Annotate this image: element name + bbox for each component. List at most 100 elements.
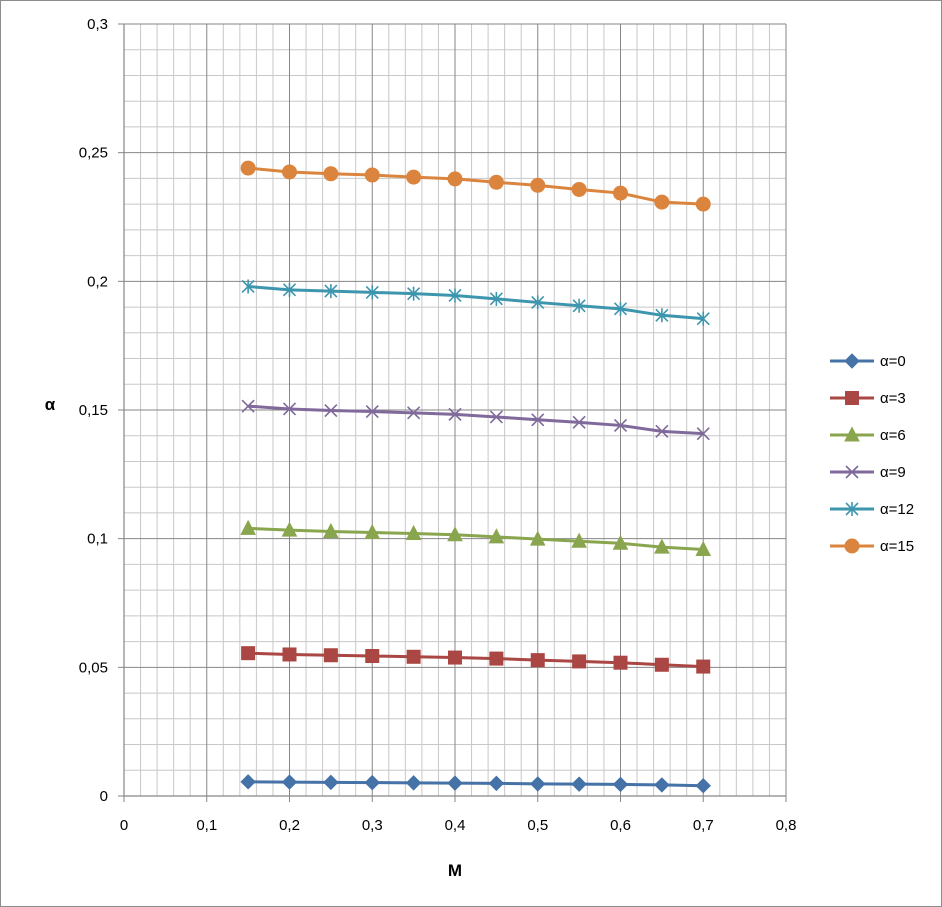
legend-marker	[845, 465, 859, 479]
data-point	[530, 776, 546, 792]
data-point	[655, 424, 669, 438]
x-tick-label: 0	[120, 817, 128, 834]
data-point	[489, 651, 504, 666]
data-point	[489, 410, 503, 424]
legend-marker	[844, 538, 860, 554]
series-line	[248, 526, 704, 551]
data-point	[695, 777, 711, 794]
data-point	[488, 174, 504, 190]
data-point	[531, 295, 545, 310]
data-point	[654, 538, 670, 554]
data-point	[240, 160, 256, 176]
legend-marker	[844, 426, 860, 442]
data-point	[530, 653, 545, 668]
data-point	[407, 286, 421, 301]
data-point	[654, 657, 669, 672]
data-point	[364, 774, 380, 791]
data-point	[405, 524, 422, 541]
legend-item-1: α=0	[830, 353, 906, 370]
x-tick-label: 0,3	[362, 817, 383, 834]
data-point	[406, 649, 421, 664]
data-point	[695, 196, 711, 212]
data-point	[364, 523, 381, 539]
data-point	[695, 540, 712, 556]
data-point	[448, 288, 462, 303]
series-3	[240, 519, 712, 556]
y-tick-label: 0	[100, 788, 108, 805]
series-line	[248, 780, 704, 788]
data-point	[240, 519, 256, 535]
data-point	[612, 534, 629, 550]
x-tick-label: 0,1	[196, 817, 217, 834]
data-point	[323, 774, 339, 791]
legend-label: α=9	[880, 464, 906, 481]
data-point	[365, 649, 380, 664]
data-point	[448, 407, 462, 421]
data-point	[613, 655, 628, 670]
grid	[123, 23, 787, 797]
y-tick-label: 0,3	[87, 16, 108, 33]
y-tick-label: 0,05	[79, 659, 108, 676]
data-point	[613, 301, 628, 316]
data-point	[572, 654, 587, 669]
legend-marker	[845, 502, 859, 516]
data-point	[282, 647, 297, 662]
data-point	[488, 775, 505, 792]
series-2	[241, 646, 711, 674]
legend-item-5: α=12	[830, 501, 914, 518]
data-point	[571, 181, 587, 197]
data-point	[324, 284, 338, 299]
legend-marker	[845, 391, 859, 405]
data-point	[407, 406, 421, 420]
data-point	[447, 526, 463, 542]
data-point	[406, 169, 422, 185]
data-point	[448, 650, 462, 665]
legend-item-3: α=6	[830, 426, 906, 444]
series-line	[247, 166, 704, 206]
data-point	[365, 404, 379, 419]
series-line	[248, 284, 704, 321]
x-tick-label: 0,6	[610, 817, 631, 834]
y-tick-label: 0,15	[79, 402, 108, 419]
y-tick-label: 0,2	[87, 273, 108, 290]
data-point	[571, 776, 587, 792]
data-point	[696, 311, 710, 326]
legend-label: α=3	[880, 390, 906, 407]
data-point	[531, 413, 545, 427]
data-point	[529, 530, 546, 546]
data-point	[696, 659, 711, 674]
data-point	[282, 164, 297, 180]
y-tick-label: 0,1	[87, 531, 108, 548]
data-point	[365, 285, 379, 300]
axes: 0 0,1 0,2 0,3 0,4 0,5 0,6 0,7 0,8 0 0,05 0,1 0,15 0,2…	[79, 16, 797, 834]
data-point	[696, 427, 710, 441]
x-axis-title: M	[448, 861, 462, 880]
data-point	[324, 403, 338, 418]
legend-item-2: α=3	[830, 390, 906, 407]
data-point	[447, 775, 463, 791]
data-point	[241, 399, 255, 413]
y-axis-title: α	[45, 395, 56, 414]
series-6	[240, 160, 711, 212]
data-point	[282, 402, 297, 416]
legend-label: α=12	[880, 501, 914, 518]
data-point	[447, 171, 463, 187]
data-point	[282, 282, 297, 297]
x-tick-label: 0,4	[445, 817, 466, 834]
data-point	[654, 777, 670, 793]
legend-item-4: α=9	[830, 464, 906, 481]
y-tick-label: 0,25	[79, 145, 108, 162]
data-point	[323, 648, 338, 663]
data-point	[241, 279, 255, 294]
data-point	[530, 177, 546, 193]
data-point	[489, 291, 503, 306]
legend-marker	[844, 353, 860, 369]
legend-label: α=0	[880, 353, 906, 370]
series-1	[240, 774, 711, 794]
legend: α=0 α=3 α=6 α=9 α=12 α=15	[830, 353, 914, 555]
series-layer	[240, 160, 712, 794]
data-point	[655, 308, 669, 323]
data-point	[613, 185, 628, 201]
data-point	[323, 522, 339, 538]
legend-item-6: α=15	[830, 538, 914, 555]
